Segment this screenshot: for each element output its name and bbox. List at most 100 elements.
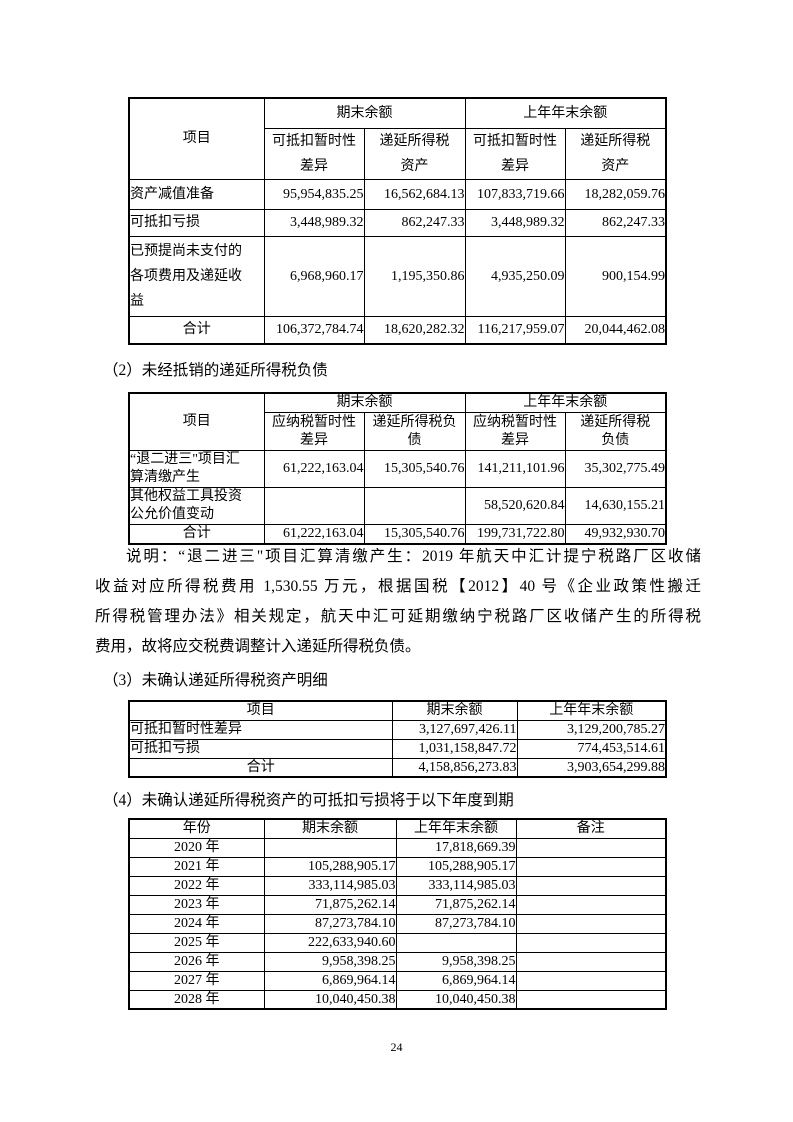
row-label-total: 合计 — [128, 524, 265, 545]
cell-value: 35,302,775.49 — [564, 450, 667, 488]
cell-year: 2026 年 — [128, 951, 265, 972]
row-label: “退二进三"项目汇 算清缴产生 — [128, 450, 265, 488]
col-header-deductible-diff-prev: 可抵扣暂时性 差异 — [464, 127, 566, 180]
unrecognized-deferred-tax-assets-table: 项目 期末余额 上年年末余额 可抵扣暂时性差异 3,127,697,426.11… — [128, 700, 667, 778]
section-3-heading: （3）未确认递延所得税资产明细 — [103, 672, 328, 689]
cell-value: 105,288,905.17 — [395, 856, 517, 877]
table-row: 2020 年 17,818,669.39 — [128, 837, 667, 858]
cell-value: 6,968,960.17 — [263, 235, 365, 317]
table-row: 已预提尚未支付的 各项费用及递延收 益 6,968,960.17 1,195,3… — [128, 235, 667, 317]
table-header-row: 项目 期末余额 上年年末余额 — [128, 97, 667, 180]
cell-value: 333,114,985.03 — [395, 875, 517, 896]
section-2-heading: （2）未经抵销的递延所得税负债 — [103, 362, 328, 379]
cell-value: 61,222,163.04 — [263, 450, 365, 488]
table-row: 2025 年 222,633,940.60 — [128, 932, 667, 953]
cell-value: 4,158,856,273.83 — [391, 757, 518, 778]
cell-year: 2023 年 — [128, 894, 265, 915]
cell-value: 16,562,684.13 — [363, 178, 466, 210]
cell-value: 900,154.99 — [564, 235, 667, 317]
table-total-row: 合计 4,158,856,273.83 3,903,654,299.88 — [128, 757, 667, 778]
cell-value: 333,114,985.03 — [263, 875, 397, 896]
col-header-item: 项目 — [128, 392, 265, 451]
deferred-tax-liabilities-unoffset-table: 项目 期末余额 上年年末余额 应纳税暂时性 差异 递延所得税负 债 应纳税暂时性… — [128, 392, 667, 545]
table-row: 2021 年 105,288,905.17 105,288,905.17 — [128, 856, 667, 877]
cell-value: 18,620,282.32 — [363, 315, 466, 345]
cell-note — [515, 856, 667, 877]
table-row: 2027 年 6,869,964.14 6,869,964.14 — [128, 970, 667, 991]
cell-note — [515, 913, 667, 934]
cell-value: 3,129,200,785.27 — [516, 719, 667, 740]
cell-value: 862,247.33 — [564, 208, 667, 237]
cell-year: 2021 年 — [128, 856, 265, 877]
col-header-deductible-diff-end: 可抵扣暂时性 差异 — [263, 127, 365, 180]
row-label: 资产减值准备 — [128, 178, 265, 210]
table-row: “退二进三"项目汇 算清缴产生 61,222,163.04 15,305,540… — [128, 450, 667, 488]
cell-value: 15,305,540.76 — [363, 524, 466, 545]
col-header-taxable-diff-prev: 应纳税暂时性 差异 — [464, 412, 566, 451]
table-row: 可抵扣暂时性差异 3,127,697,426.11 3,129,200,785.… — [128, 719, 667, 740]
cell-value — [395, 932, 517, 953]
cell-value: 116,217,959.07 — [464, 315, 566, 345]
col-group-prior-year-end: 上年年末余额 — [464, 392, 667, 413]
note-line: 费用，故将应交税费调整计入递延所得税负债。 — [95, 638, 421, 655]
table-row: 2026 年 9,958,398.25 9,958,398.25 — [128, 951, 667, 972]
col-header-dtl-end: 递延所得税负 债 — [363, 412, 466, 451]
col-group-period-end: 期末余额 — [263, 97, 466, 129]
cell-value: 1,195,350.86 — [363, 235, 466, 317]
cell-value: 106,372,784.74 — [263, 315, 365, 345]
cell-note — [515, 837, 667, 858]
cell-value: 3,903,654,299.88 — [516, 757, 667, 778]
table-row: 2023 年 71,875,262.14 71,875,262.14 — [128, 894, 667, 915]
cell-note — [515, 894, 667, 915]
cell-value: 9,958,398.25 — [395, 951, 517, 972]
col-header-year: 年份 — [128, 818, 265, 839]
col-header-period-end: 期末余额 — [391, 700, 518, 721]
table-total-row: 合计 61,222,163.04 15,305,540.76 199,731,7… — [128, 524, 667, 545]
cell-year: 2024 年 — [128, 913, 265, 934]
col-header-taxable-diff-end: 应纳税暂时性 差异 — [263, 412, 365, 451]
col-header-dta-end: 递延所得税 资产 — [363, 127, 466, 180]
col-header-dta-prev: 递延所得税 资产 — [564, 127, 667, 180]
cell-value: 6,869,964.14 — [263, 970, 397, 991]
cell-note — [515, 970, 667, 991]
cell-note — [515, 932, 667, 953]
note-line: 说明：“退二进三"项目汇算清缴产生：2019 年航天中汇计提宁税路厂区收储 — [126, 548, 701, 565]
row-label: 其他权益工具投资 公允价值变动 — [128, 487, 265, 525]
table-total-row: 合计 106,372,784.74 18,620,282.32 116,217,… — [128, 315, 667, 345]
cell-year: 2028 年 — [128, 989, 265, 1010]
cell-value: 15,305,540.76 — [363, 450, 466, 488]
table-row: 其他权益工具投资 公允价值变动 58,520,620.84 14,630,155… — [128, 487, 667, 525]
cell-value: 862,247.33 — [363, 208, 466, 237]
deductible-losses-expiry-table: 年份 期末余额 上年年末余额 备注 2020 年 17,818,669.39 2… — [128, 818, 667, 1010]
table-row: 资产减值准备 95,954,835.25 16,562,684.13 107,8… — [128, 178, 667, 210]
cell-value: 141,211,101.96 — [464, 450, 566, 488]
cell-value: 774,453,514.61 — [516, 738, 667, 759]
col-header-prior-year-end: 上年年末余额 — [516, 700, 667, 721]
table-row: 2028 年 10,040,450.38 10,040,450.38 — [128, 989, 667, 1010]
table-row: 可抵扣亏损 3,448,989.32 862,247.33 3,448,989.… — [128, 208, 667, 237]
cell-value: 61,222,163.04 — [263, 524, 365, 545]
col-header-prior-year-end: 上年年末余额 — [395, 818, 517, 839]
cell-value: 58,520,620.84 — [464, 487, 566, 525]
cell-value — [363, 487, 466, 525]
note-line: 所得税管理办法》相关规定，航天中汇可延期缴纳宁税路厂区收储产生的所得税 — [95, 608, 701, 625]
table-header-row: 项目 期末余额 上年年末余额 — [128, 700, 667, 721]
cell-value: 222,633,940.60 — [263, 932, 397, 953]
cell-value: 10,040,450.38 — [395, 989, 517, 1010]
cell-year: 2027 年 — [128, 970, 265, 991]
cell-value: 71,875,262.14 — [263, 894, 397, 915]
cell-value: 18,282,059.76 — [564, 178, 667, 210]
cell-value: 105,288,905.17 — [263, 856, 397, 877]
row-label-total: 合计 — [128, 315, 265, 345]
col-group-prior-year-end: 上年年末余额 — [464, 97, 667, 129]
cell-note — [515, 989, 667, 1010]
col-header-period-end: 期末余额 — [263, 818, 397, 839]
cell-value: 71,875,262.14 — [395, 894, 517, 915]
col-group-period-end: 期末余额 — [263, 392, 466, 413]
section-4-heading: （4）未确认递延所得税资产的可抵扣亏损将于以下年度到期 — [103, 792, 514, 809]
row-label: 可抵扣暂时性差异 — [128, 719, 393, 740]
row-label: 可抵扣亏损 — [128, 208, 265, 237]
cell-note — [515, 951, 667, 972]
cell-value: 20,044,462.08 — [564, 315, 667, 345]
